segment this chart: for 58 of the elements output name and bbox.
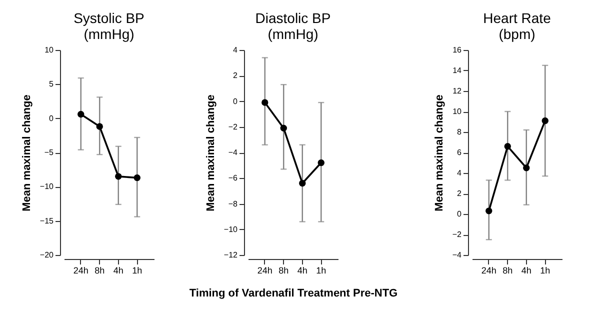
y-tick-label: −2	[228, 122, 238, 132]
y-tick-label: 10	[44, 46, 54, 54]
y-tick-label: −4	[452, 250, 462, 260]
x-tick-label: 4h	[113, 266, 124, 276]
x-tick-label: 4h	[297, 266, 308, 276]
y-axis-title: Mean maximal change	[204, 94, 217, 212]
y-tick-label: 0	[457, 210, 462, 218]
point	[504, 143, 511, 150]
y-tick-label: −8	[228, 199, 238, 208]
y-axis-title: Mean maximal change	[20, 94, 33, 212]
x-tick-label: 8h	[278, 266, 289, 276]
x-tick-label: 8h	[94, 266, 105, 276]
y-tick-label: −10	[40, 182, 54, 192]
point	[115, 173, 122, 180]
chart-title: Diastolic BP (mmHg)	[255, 10, 331, 42]
point	[280, 124, 287, 132]
y-tick-label: 4	[233, 46, 238, 54]
point	[486, 208, 492, 214]
point	[318, 159, 324, 166]
point	[78, 110, 84, 118]
point	[262, 99, 268, 106]
y-tick-label: −6	[228, 174, 238, 183]
y-tick-label: −20	[40, 250, 54, 260]
x-tick-label: 4h	[521, 266, 532, 276]
x-tick-label: 24h	[73, 266, 88, 276]
y-tick-label: 0	[233, 96, 238, 106]
point	[523, 164, 530, 172]
y-tick-label: 12	[452, 86, 462, 96]
x-tick-label: 24h	[481, 266, 496, 276]
chart-title: Heart Rate (bpm)	[483, 10, 552, 42]
y-tick-label: −2	[452, 230, 462, 239]
point	[299, 180, 306, 187]
y-tick-label: 14	[452, 66, 462, 75]
y-tick-label: 10	[452, 107, 462, 116]
y-tick-label: 0	[49, 114, 54, 123]
x-tick-label: 1h	[132, 266, 142, 276]
point	[542, 117, 548, 124]
y-tick-label: 8	[457, 128, 462, 136]
y-axis-title: Mean maximal change	[433, 94, 446, 212]
x-tick-label: 1h	[540, 266, 550, 276]
x-axis-title: Timing of Vardenafil Treatment Pre-NTG	[189, 288, 398, 300]
chart-title: Systolic BP (mmHg)	[74, 10, 144, 42]
y-tick-label: 16	[452, 46, 462, 54]
y-tick-label: −10	[224, 224, 238, 234]
point	[134, 174, 140, 182]
y-tick-label: 4	[457, 168, 462, 178]
x-tick-label: 1h	[316, 266, 326, 276]
y-tick-label: −4	[228, 148, 238, 157]
y-tick-label: 2	[457, 189, 462, 198]
y-tick-label: 5	[49, 80, 54, 89]
y-tick-label: −5	[44, 148, 54, 157]
y-tick-label: 2	[233, 71, 238, 80]
y-tick-label: 6	[457, 148, 462, 157]
y-tick-label: −12	[224, 250, 238, 260]
y-tick-label: −15	[40, 216, 54, 226]
x-tick-label: 24h	[257, 266, 272, 276]
x-tick-label: 8h	[502, 266, 513, 276]
point	[96, 123, 103, 130]
